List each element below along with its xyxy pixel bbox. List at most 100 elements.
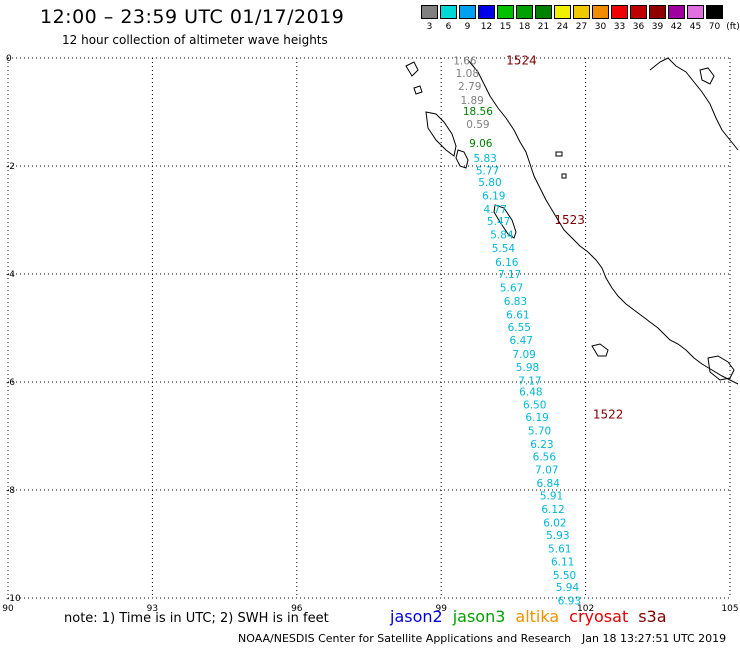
- color-swatch: [687, 5, 704, 19]
- wave-height-value: 5.93: [546, 530, 569, 542]
- color-scale-label: 21: [537, 22, 550, 32]
- color-swatch: [478, 5, 495, 19]
- wave-height-value: 6.11: [551, 556, 574, 568]
- wave-height-value: 6.55: [508, 322, 531, 334]
- color-swatch: [535, 5, 552, 19]
- color-swatch: [421, 5, 438, 19]
- island-7: [561, 173, 567, 179]
- wave-height-value: 6.19: [525, 412, 548, 424]
- credit-line: NOAA/NESDIS Center for Satellite Applica…: [238, 632, 572, 645]
- peninsula-coast: [649, 57, 739, 151]
- x-tick-label: 105: [721, 604, 738, 614]
- color-scale-label: 3: [426, 22, 433, 32]
- footer-note: note: 1) Time is in UTC; 2) SWH is in fe…: [64, 611, 329, 626]
- x-tick-label: 96: [291, 604, 303, 614]
- satellite-legend-item: altika: [515, 607, 560, 626]
- wave-height-value: 6.19: [482, 191, 505, 203]
- island-3: [493, 204, 517, 239]
- color-scale-label: 24: [556, 22, 569, 32]
- wave-height-value: 5.61: [548, 543, 571, 555]
- satellite-legend: jason2 jason3 altika cryosat s3a: [390, 607, 677, 626]
- x-tick-label: 99: [435, 604, 447, 614]
- island-8: [699, 67, 715, 85]
- island-4: [591, 343, 609, 357]
- wave-height-value: 1.89: [460, 95, 483, 107]
- y-tick-label: 0: [6, 54, 12, 64]
- wave-height-value: 5.54: [492, 243, 516, 255]
- color-swatch: [592, 5, 609, 19]
- y-tick-label: -6: [6, 378, 15, 388]
- wave-height-value: 5.70: [528, 426, 551, 438]
- wave-height-value: 5.80: [478, 177, 501, 189]
- island-6: [555, 151, 563, 157]
- color-scale-label: 6: [445, 22, 452, 32]
- color-scale-label: 27: [575, 22, 588, 32]
- coastline: [405, 57, 739, 385]
- color-swatch: [649, 5, 666, 19]
- color-scale-label: 36: [632, 22, 645, 32]
- wave-height-value: 6.56: [533, 452, 557, 464]
- generation-timestamp: Jan 18 13:27:51 UTC 2019: [582, 632, 727, 645]
- color-scale-label: 42: [670, 22, 683, 32]
- wave-height-value: 5.47: [487, 216, 510, 228]
- satellite-legend-item: jason3: [452, 607, 506, 626]
- pass-number-label: 1523: [554, 213, 585, 227]
- color-swatch: [554, 5, 571, 19]
- island-1: [425, 111, 457, 157]
- wave-height-value: 6.16: [495, 257, 519, 269]
- x-tick-label: 90: [2, 604, 14, 614]
- island-2: [455, 149, 469, 169]
- x-tick-label: 102: [577, 604, 594, 614]
- color-scale-label: 30: [594, 22, 607, 32]
- color-swatch: [573, 5, 590, 19]
- wave-height-value: 6.48: [519, 387, 542, 399]
- lat-lon-grid: [7, 57, 731, 599]
- color-swatch: [459, 5, 476, 19]
- wave-height-value: 7.17: [518, 375, 541, 387]
- color-swatch: [611, 5, 628, 19]
- wave-height-value: 5.83: [473, 153, 496, 165]
- color-scale-label: 33: [613, 22, 626, 32]
- wave-height-value: 6.02: [543, 517, 566, 529]
- satellite-legend-item: cryosat: [569, 607, 629, 626]
- wave-height-value: 6.83: [504, 296, 527, 308]
- color-swatch: [706, 5, 723, 19]
- color-scale-label: 12: [480, 22, 493, 32]
- y-tick-label: -4: [6, 270, 15, 280]
- wave-height-value: 5.91: [540, 490, 563, 502]
- wave-height-value: 1.66: [453, 56, 477, 68]
- wave-height-value: 6.61: [506, 310, 529, 322]
- wave-height-value: 6.47: [510, 335, 533, 347]
- color-scale-label: 70: [708, 22, 721, 32]
- color-swatch: [668, 5, 685, 19]
- chart-subtitle: 12 hour collection of altimeter wave hei…: [62, 33, 328, 47]
- wave-height-value: 6.23: [530, 439, 553, 451]
- satellite-legend-item: jason2: [390, 607, 443, 626]
- wave-height-value: 6.12: [541, 504, 564, 516]
- wave-height-value: 5.94: [556, 582, 580, 594]
- island-9: [405, 61, 419, 77]
- color-scale-label: 15: [499, 22, 512, 32]
- wave-height-value: 0.59: [466, 119, 489, 131]
- color-swatch: [516, 5, 533, 19]
- wave-height-value: 5.50: [553, 570, 576, 582]
- y-tick-label: -10: [6, 594, 21, 604]
- color-scale-label: 9: [464, 22, 471, 32]
- wave-height-value: 4.77: [484, 204, 507, 216]
- wave-height-value: 18.56: [463, 106, 493, 118]
- pass-number-label: 1522: [593, 407, 624, 421]
- wave-height-value: 5.98: [516, 362, 539, 374]
- color-scale-unit: (ft): [726, 22, 740, 32]
- wave-height-value: 7.09: [512, 349, 535, 361]
- wave-height-value: 6.50: [523, 400, 546, 412]
- color-scale-label: 39: [651, 22, 664, 32]
- wave-height-value: 7.17: [498, 269, 521, 281]
- island-5: [707, 355, 735, 381]
- pass-number-label: 1524: [506, 54, 537, 68]
- y-tick-label: -2: [6, 162, 15, 172]
- color-scale-label: 18: [518, 22, 531, 32]
- wave-height-value: 7.07: [535, 464, 558, 476]
- satellite-legend-item: s3a: [638, 607, 667, 626]
- wave-height-value: 2.79: [458, 81, 481, 93]
